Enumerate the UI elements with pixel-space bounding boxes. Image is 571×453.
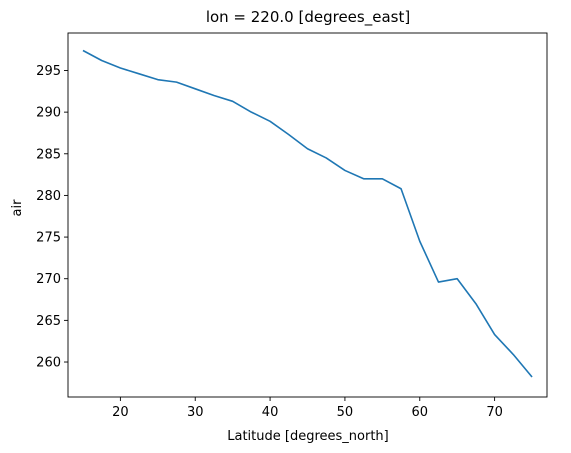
plot-frame [67, 32, 548, 398]
x-tick-label-60: 60 [411, 405, 428, 420]
y-tick-label-260: 260 [36, 356, 61, 371]
y-tick-label-295: 295 [36, 64, 61, 79]
x-tick-label-30: 30 [187, 405, 204, 420]
y-tick-label-285: 285 [36, 147, 61, 162]
y-tick-label-290: 290 [36, 106, 61, 121]
x-tick-label-20: 20 [112, 405, 129, 420]
y-tick-label-265: 265 [36, 314, 61, 329]
y-axis-label: air [10, 199, 25, 217]
y-tick-label-280: 280 [36, 189, 61, 204]
y-tick-label-275: 275 [36, 231, 61, 246]
x-tick-label-50: 50 [337, 405, 354, 420]
series-line-0 [82, 49, 533, 378]
chart-title: lon = 220.0 [degrees_east] [206, 8, 410, 27]
plot-area: 20 30 40 50 60 70 260 265 270 275 280 285 290 295 [36, 32, 548, 420]
x-axis-label: Latitude [degrees_north] [227, 429, 388, 444]
x-tick-label-70: 70 [486, 405, 503, 420]
y-tick-label-270: 270 [36, 272, 61, 287]
x-tick-label-40: 40 [262, 405, 279, 420]
